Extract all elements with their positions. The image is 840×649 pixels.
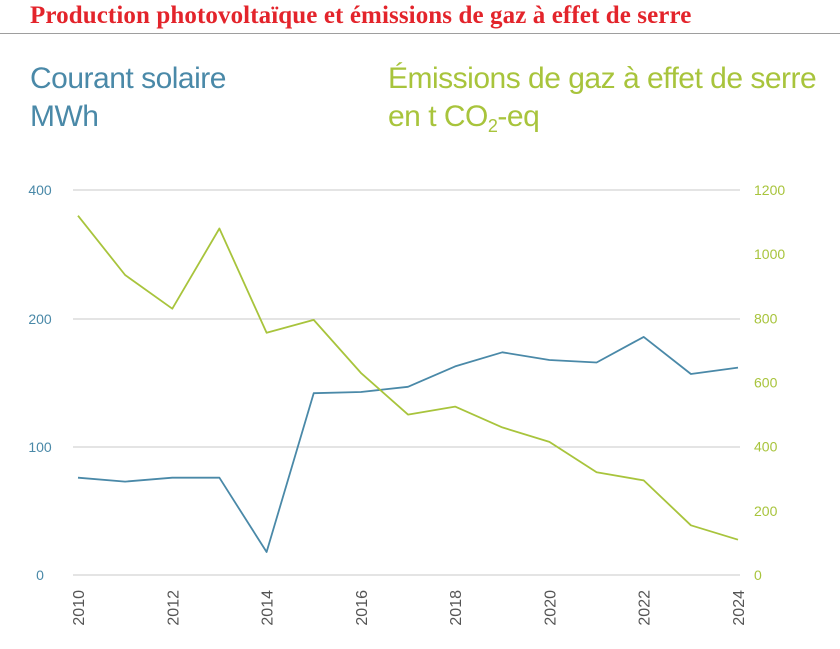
- solar-series-line: [77, 335, 739, 553]
- legend-emissions-title: Émissions de gaz à effet de serre: [388, 62, 817, 95]
- left-tick-label: 100: [28, 439, 52, 455]
- x-tick-label: 2012: [165, 590, 182, 626]
- left-axis-ticks: 0 100 200 400: [28, 182, 52, 583]
- x-axis-ticks: 2010 2012 2014 2016 2018 2020 2022 2024: [71, 590, 748, 626]
- left-tick-label: 0: [36, 567, 44, 583]
- emissions-series-line: [77, 215, 739, 541]
- legend-emissions-unit-post: -eq: [497, 100, 540, 133]
- series-lines: [77, 215, 739, 553]
- legend-solar: Courant solaire MWh: [30, 60, 226, 136]
- left-tick-label: 400: [28, 182, 52, 198]
- x-tick-label: 2010: [71, 590, 88, 626]
- x-tick-label: 2016: [354, 590, 371, 626]
- legend-emissions: Émissions de gaz à effet de serre en t C…: [388, 60, 817, 136]
- x-tick-label: 2024: [731, 590, 748, 626]
- right-tick-label: 0: [754, 567, 762, 583]
- page-title: Production photovoltaïque et émissions d…: [30, 2, 692, 29]
- x-tick-label: 2020: [542, 590, 559, 626]
- header-divider: [0, 33, 840, 34]
- legend-solar-unit: MWh: [30, 100, 99, 133]
- legend-solar-title: Courant solaire: [30, 62, 226, 95]
- x-tick-label: 2022: [637, 590, 654, 626]
- legend-emissions-unit-pre: en t CO: [388, 100, 488, 133]
- right-axis-ticks: 0 200 400 600 800 1000 1200: [754, 182, 785, 583]
- legend-emissions-unit-sub: 2: [487, 116, 498, 136]
- x-tick-label: 2018: [448, 590, 465, 626]
- grid-lines: [73, 189, 740, 576]
- left-tick-label: 200: [28, 311, 52, 327]
- right-tick-label: 200: [754, 503, 778, 519]
- right-tick-label: 400: [754, 439, 778, 455]
- right-tick-label: 1200: [754, 182, 785, 198]
- legend-emissions-unit: en t CO2-eq: [388, 98, 816, 136]
- right-tick-label: 1000: [754, 246, 785, 262]
- right-tick-label: 800: [754, 310, 778, 326]
- x-tick-label: 2014: [260, 590, 277, 626]
- right-tick-label: 600: [754, 375, 778, 391]
